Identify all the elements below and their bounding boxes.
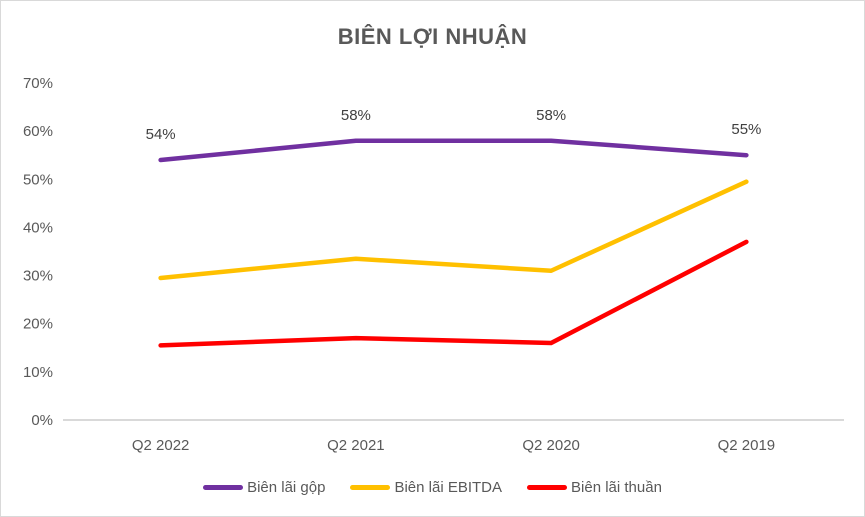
- y-axis-tick-label: 10%: [23, 364, 53, 381]
- legend-item: Biên lãi gộp: [203, 479, 325, 496]
- legend-label: Biên lãi thuần: [571, 478, 662, 496]
- series-line: [158, 138, 749, 163]
- y-axis-tick-label: 20%: [23, 316, 53, 333]
- x-axis-category-label: Q2 2022: [132, 437, 190, 454]
- legend-swatch: [203, 484, 244, 490]
- x-axis-category-label: Q2 2021: [327, 437, 385, 454]
- y-axis-tick-label: 70%: [23, 75, 53, 92]
- data-label: 58%: [341, 107, 371, 124]
- y-axis-tick-label: 0%: [31, 412, 53, 429]
- series-line: [158, 179, 749, 281]
- series-line: [158, 239, 749, 348]
- legend-swatch: [527, 484, 568, 490]
- x-axis-category-label: Q2 2020: [522, 437, 580, 454]
- y-axis-tick-label: 40%: [23, 219, 53, 236]
- y-axis-tick-label: 50%: [23, 171, 53, 188]
- data-label: 54%: [146, 126, 176, 143]
- legend-item: Biên lãi thuần: [527, 479, 662, 496]
- legend-label: Biên lãi EBITDA: [394, 478, 503, 496]
- legend-swatch: [350, 484, 391, 490]
- x-axis-category-label: Q2 2019: [718, 437, 776, 454]
- data-label: 58%: [536, 107, 566, 124]
- data-label: 55%: [731, 121, 761, 138]
- y-axis-tick-label: 30%: [23, 268, 53, 285]
- legend: Biên lãi gộp Biên lãi EBITDA Biên lãi thuầ…: [1, 476, 864, 498]
- legend-item: Biên lãi EBITDA: [350, 479, 502, 496]
- legend-label: Biên lãi gộp: [247, 478, 326, 496]
- y-axis-tick-label: 60%: [23, 123, 53, 140]
- chart-title: BIÊN LỢI NHUẬN: [337, 24, 528, 49]
